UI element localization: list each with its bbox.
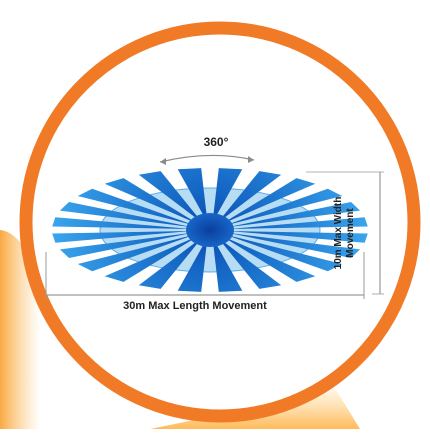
center-disc xyxy=(186,213,234,247)
max-width-label: 10m Max Width Movement xyxy=(333,178,357,288)
max-length-label: 30m Max Length Movement xyxy=(80,300,310,312)
rotation-angle-label: 360° xyxy=(186,135,246,149)
